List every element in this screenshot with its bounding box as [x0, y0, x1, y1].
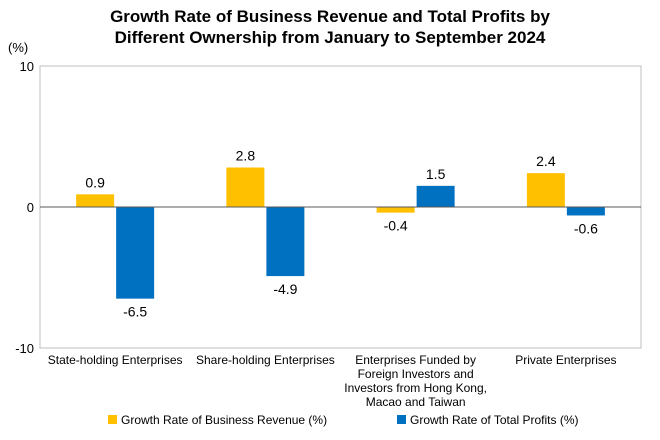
data-label: -6.5	[123, 304, 147, 320]
y-tick-label: 0	[27, 200, 34, 215]
x-tick-label: Private Enterprises	[515, 353, 616, 367]
bar	[526, 173, 565, 207]
x-tick-label: Foreign Investors and	[358, 367, 474, 381]
data-label: -4.9	[273, 281, 297, 297]
bar	[76, 194, 115, 207]
chart-title-line-1: Growth Rate of Business Revenue and Tota…	[110, 7, 550, 26]
y-tick-label: -10	[15, 341, 34, 356]
y-axis-unit-label: (%)	[8, 40, 29, 55]
data-label: -0.6	[574, 220, 598, 236]
y-tick-label: 10	[20, 59, 34, 74]
x-tick-label: Share-holding Enterprises	[196, 353, 335, 367]
x-tick-label: Macao and Taiwan	[366, 395, 466, 409]
bar	[376, 207, 415, 213]
chart-title-line-2: Different Ownership from January to Sept…	[114, 28, 546, 47]
bar	[566, 207, 605, 216]
legend-swatch	[397, 415, 406, 424]
legend-label: Growth Rate of Total Profits (%)	[410, 413, 579, 427]
legend-label: Growth Rate of Business Revenue (%)	[121, 413, 327, 427]
bar	[226, 167, 265, 207]
data-label: 2.4	[536, 153, 556, 169]
data-label: 0.9	[85, 174, 105, 190]
x-tick-label: Investors from Hong Kong,	[344, 381, 487, 395]
data-label: 2.8	[236, 148, 256, 164]
bar	[416, 185, 455, 207]
data-label: -0.4	[384, 218, 408, 234]
x-tick-label: State-holding Enterprises	[48, 353, 183, 367]
bar	[116, 207, 155, 299]
chart-title: Growth Rate of Business Revenue and Tota…	[0, 6, 660, 48]
legend-swatch	[108, 415, 117, 424]
bar	[266, 207, 305, 277]
x-tick-label: Enterprises Funded by	[355, 353, 476, 367]
data-label: 1.5	[426, 166, 446, 182]
